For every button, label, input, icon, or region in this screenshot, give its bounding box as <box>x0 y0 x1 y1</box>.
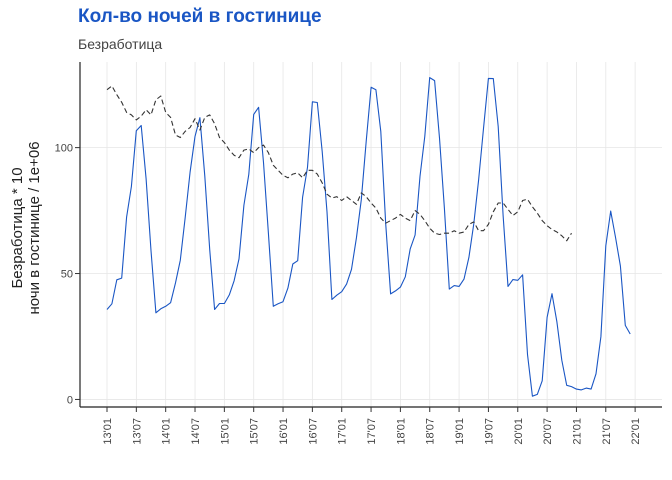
x-tick-label: 18'07 <box>425 418 437 445</box>
x-tick-label: 17'07 <box>366 418 378 445</box>
x-tick-label: 21'07 <box>601 418 613 445</box>
chart-title: Кол-во ночей в гостинице <box>78 6 322 27</box>
x-tick-label: 14'07 <box>190 418 202 445</box>
x-tick-label: 14'01 <box>161 418 173 445</box>
chart-subtitle: Безработица <box>78 36 163 52</box>
x-tick-label: 15'07 <box>249 418 261 445</box>
x-tick-label: 15'01 <box>219 418 231 445</box>
series-line-dashed <box>106 85 572 242</box>
x-tick-label: 16'01 <box>278 418 290 445</box>
x-tick-label: 19'07 <box>483 418 495 445</box>
x-tick-label: 19'01 <box>454 418 466 445</box>
y-axis-label-line-1: Безработица * 10 <box>9 167 26 288</box>
y-axis-ticks: 0 50 100 <box>55 143 80 406</box>
x-tick-label: 22'01 <box>630 418 642 445</box>
series-lines <box>106 77 631 397</box>
x-tick-label: 16'07 <box>307 418 319 445</box>
y-axis-label-line-2: ночи в гостинице / 1e+06 <box>26 141 43 314</box>
y-tick-label: 100 <box>55 143 73 155</box>
x-tick-label: 17'01 <box>337 418 349 445</box>
x-tick-label: 20'01 <box>513 418 525 445</box>
x-tick-label: 13'07 <box>131 418 143 445</box>
x-axis-ticks: 13'01 13'07 14'01 14'07 15'01 15'07 16'01 16'07… <box>102 407 642 445</box>
x-tick-label: 18'01 <box>395 418 407 445</box>
y-tick-label: 0 <box>67 394 73 406</box>
x-tick-label: 21'01 <box>571 418 583 445</box>
x-tick-label: 13'01 <box>102 418 114 445</box>
y-tick-label: 50 <box>61 269 73 281</box>
series-line-solid <box>106 77 631 397</box>
x-tick-label: 20'07 <box>542 418 554 445</box>
grid-lines <box>80 62 662 407</box>
